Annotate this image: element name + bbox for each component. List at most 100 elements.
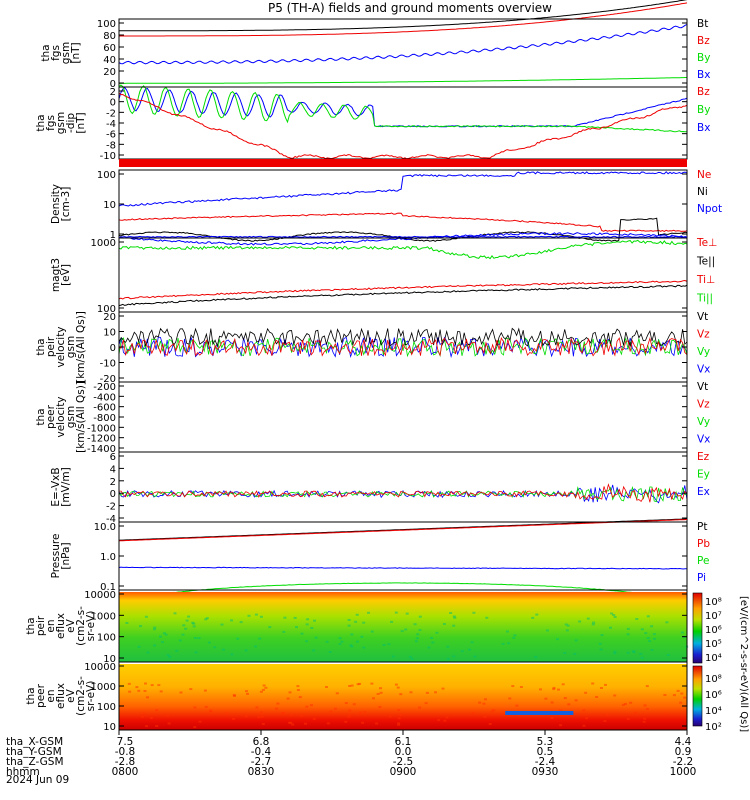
y-tick-label: -1000 <box>87 423 116 434</box>
legend-entry: Ti⊥ <box>696 274 715 286</box>
y-tick-label: -20 <box>100 374 116 385</box>
y-tick-label: -4 <box>106 514 116 525</box>
series-pb <box>118 519 688 542</box>
y-axis-label: magt3 <box>50 258 62 292</box>
y-tick-label: 10000 <box>84 662 116 673</box>
legend-entry: By <box>697 104 710 116</box>
series-pe <box>118 582 688 604</box>
series-npot <box>118 171 688 207</box>
ephemeris-row-label: tha_Z-GSM <box>6 756 64 768</box>
legend-entry: Ez <box>697 451 710 463</box>
y-axis-label: en <box>45 689 57 702</box>
legend-entry: Bz <box>697 86 710 98</box>
low-energy-feature <box>505 710 574 715</box>
ephemeris-value: 0800 <box>112 766 139 778</box>
ephemeris-value: -2.4 <box>535 756 556 768</box>
y-axis-label: eflux <box>55 613 67 639</box>
ephemeris-value: 7.5 <box>117 736 134 748</box>
colorbar-tick: 10⁸ <box>705 674 722 685</box>
y-tick-label: 10 <box>103 654 116 665</box>
y-axis-label: tha <box>35 408 47 425</box>
y-axis-label: gsm <box>60 42 72 64</box>
y-tick-label: 0 <box>110 79 116 90</box>
y-tick-label: 10 <box>103 328 116 339</box>
ephemeris-value: 0.5 <box>537 746 554 758</box>
panel-p8: 10.0 1.0 0.1 Pressure[nPa] Pt Pb Pe Pi <box>50 518 710 604</box>
panel-frame <box>118 86 688 160</box>
y-axis-label: eV <box>65 688 77 702</box>
y-axis-label: peer <box>35 683 47 708</box>
colorbar-tick: 10⁷ <box>705 611 722 622</box>
colorbar-tick: 10² <box>705 722 722 733</box>
y-tick-label: 100 <box>97 170 116 181</box>
y-tick-label: 1.0 <box>100 552 116 563</box>
ephemeris-value: 0830 <box>248 766 275 778</box>
series-ti-par <box>118 239 688 260</box>
legend-entry: Vt <box>697 381 708 393</box>
y-tick-label: 100 <box>97 633 116 644</box>
y-tick-label: -10 <box>100 151 116 162</box>
y-tick-label: 100 <box>97 702 116 713</box>
ephemeris-row-label: hhmm <box>6 766 40 778</box>
y-tick-label: 80 <box>103 31 116 42</box>
ephemeris-value: -0.4 <box>251 746 272 758</box>
y-axis-label: [nT] <box>75 112 87 133</box>
legend-entry: Bx <box>697 69 710 81</box>
y-tick-label: 20 <box>103 67 116 78</box>
y-axis-label: tha <box>25 687 37 704</box>
series-p7-2 <box>119 483 688 503</box>
series-ne <box>118 212 688 232</box>
y-axis-label: [nPa] <box>60 542 72 569</box>
legend-entry: Vx <box>697 434 710 446</box>
colorbar-label: [eV/(cm^2-s-sr-eV)(All Qs)] <box>738 596 749 732</box>
chart-title: P5 (TH-A) fields and ground moments over… <box>268 1 552 15</box>
y-tick-label: 100 <box>97 19 116 30</box>
legend-entry: Ex <box>697 486 710 498</box>
y-tick-label: -6 <box>106 130 116 141</box>
panel-p7: 64 20 -2-4 E=-VxB[mV/m] Ez Ey Ex <box>50 451 710 525</box>
colorbar-tick: 10⁴ <box>705 653 722 664</box>
y-axis-label: [eV] <box>60 264 72 286</box>
y-axis-label: sr-eV) <box>85 681 97 712</box>
legend-entry: Ti|| <box>696 293 713 305</box>
colorbar-tick: 10⁴ <box>705 706 722 717</box>
y-tick-label: -400 <box>93 392 116 403</box>
y-tick-label: 60 <box>103 43 116 54</box>
legend-entry: Pt <box>697 521 707 533</box>
y-tick-label: -10 <box>100 359 116 370</box>
colorbar-tick: 10⁸ <box>705 597 722 608</box>
panel-frame <box>118 381 688 453</box>
panel-p4: 1000 100 magt3[eV] Te⊥ Te|| Ti⊥ Ti|| <box>50 232 717 315</box>
y-axis-label: [mV/m] <box>60 467 72 506</box>
y-axis-label: Pressure <box>50 534 62 579</box>
y-axis-label: E=-VxB <box>50 467 62 506</box>
panel-frame <box>118 18 688 88</box>
legend-entry: Ni <box>697 186 708 198</box>
y-axis-label: gsm <box>55 112 67 134</box>
y-tick-label: 0.1 <box>100 582 116 593</box>
y-tick-label: -2 <box>106 108 116 119</box>
ephemeris-value: 5.3 <box>537 736 554 748</box>
y-axis-label: tha <box>25 617 37 634</box>
ephemeris-value: 0.0 <box>395 746 412 758</box>
ephemeris-value: -2.7 <box>251 756 272 768</box>
series-te-par <box>118 284 688 307</box>
y-tick-label: -8 <box>106 140 116 151</box>
series-ti-perp <box>118 279 688 300</box>
series-p5-3 <box>118 337 688 357</box>
legend-entry: Bx <box>697 122 710 134</box>
y-tick-label: -200 <box>93 382 116 393</box>
y-axis-label: (cm2-s- <box>75 676 87 716</box>
y-axis-label: [km/s(All Qs)] <box>75 381 87 453</box>
y-tick-label: 100 <box>97 304 116 315</box>
y-axis-label: Density <box>50 184 62 224</box>
y-axis-label: (cm2-s- <box>75 606 87 646</box>
y-axis-label: velocity <box>55 396 67 437</box>
y-tick-label: 1 <box>110 230 116 241</box>
y-tick-label: -1400 <box>87 444 116 455</box>
ephemeris-row-label: tha_Y-GSM <box>6 746 62 758</box>
y-axis-label: peir <box>45 336 57 357</box>
ephemeris-value: 0.9 <box>675 746 692 758</box>
